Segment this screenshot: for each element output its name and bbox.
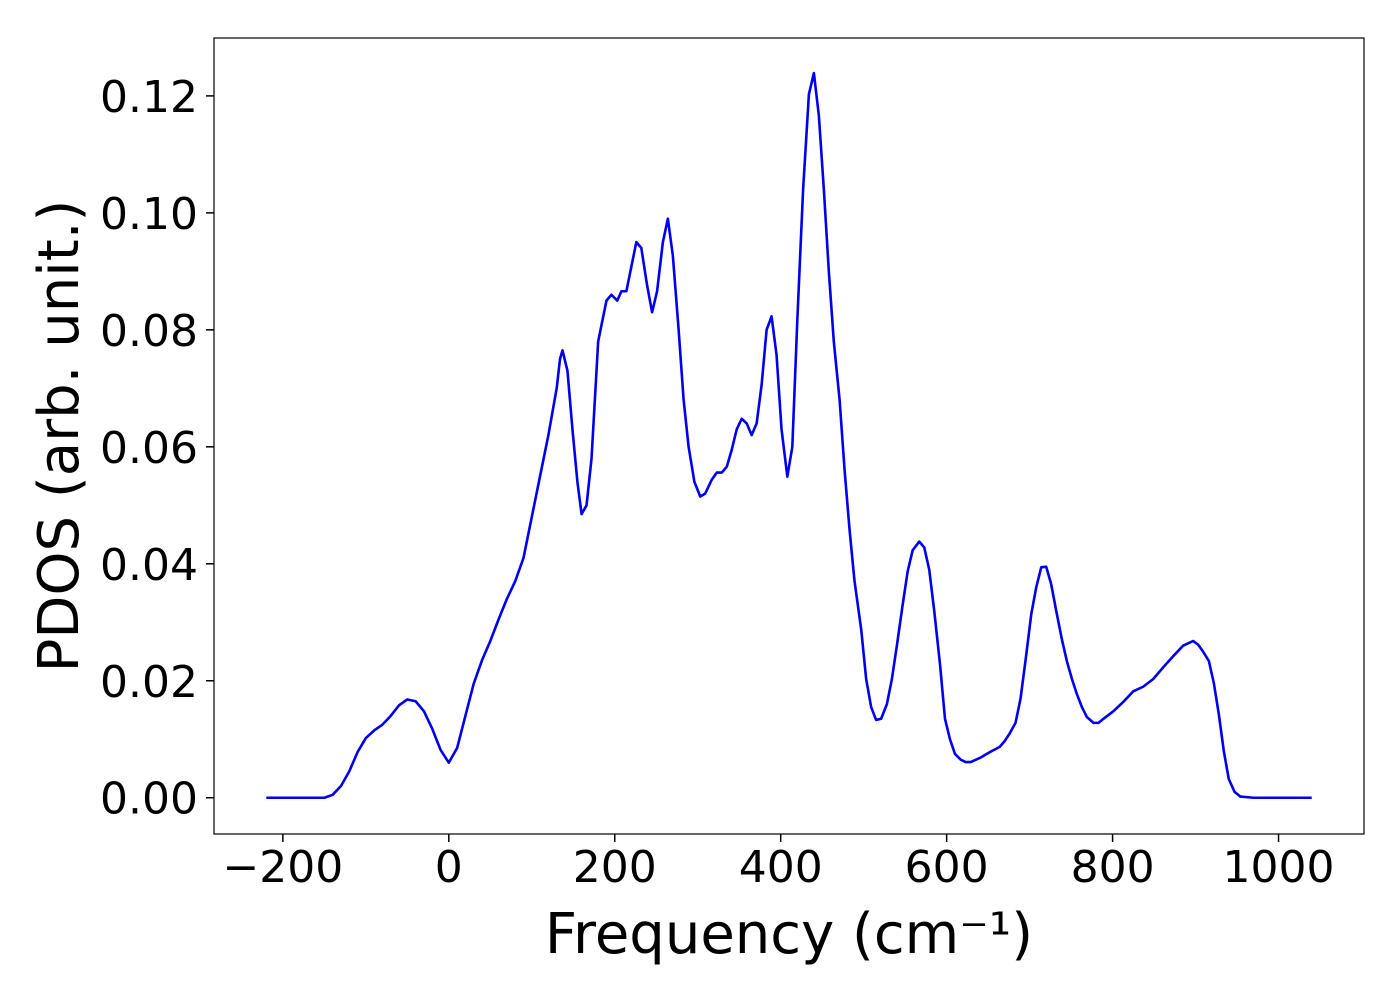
x-tick-label: 200 — [573, 842, 657, 893]
x-tick-label: 600 — [905, 842, 989, 893]
y-tick-label: 0.04 — [100, 540, 198, 591]
x-tick-label: −200 — [222, 842, 343, 893]
data-line — [266, 71, 1312, 800]
y-tick-label: 0.06 — [100, 423, 198, 474]
y-tick-label: 0.08 — [100, 306, 198, 357]
x-tick-label: 1000 — [1223, 842, 1335, 893]
y-tick-label: 0.02 — [100, 657, 198, 708]
y-tick-label: 0.00 — [100, 774, 198, 825]
x-tick-label: 800 — [1071, 842, 1155, 893]
x-axis-label: Frequency (cm⁻¹) — [545, 902, 1033, 967]
y-axis-label: PDOS (arb. unit.) — [27, 200, 92, 673]
y-tick-label: 0.10 — [100, 189, 198, 240]
x-tick-label: 400 — [739, 842, 823, 893]
x-tick-label: 0 — [435, 842, 463, 893]
y-tick-label: 0.12 — [100, 72, 198, 123]
plot-frame — [213, 37, 1365, 835]
